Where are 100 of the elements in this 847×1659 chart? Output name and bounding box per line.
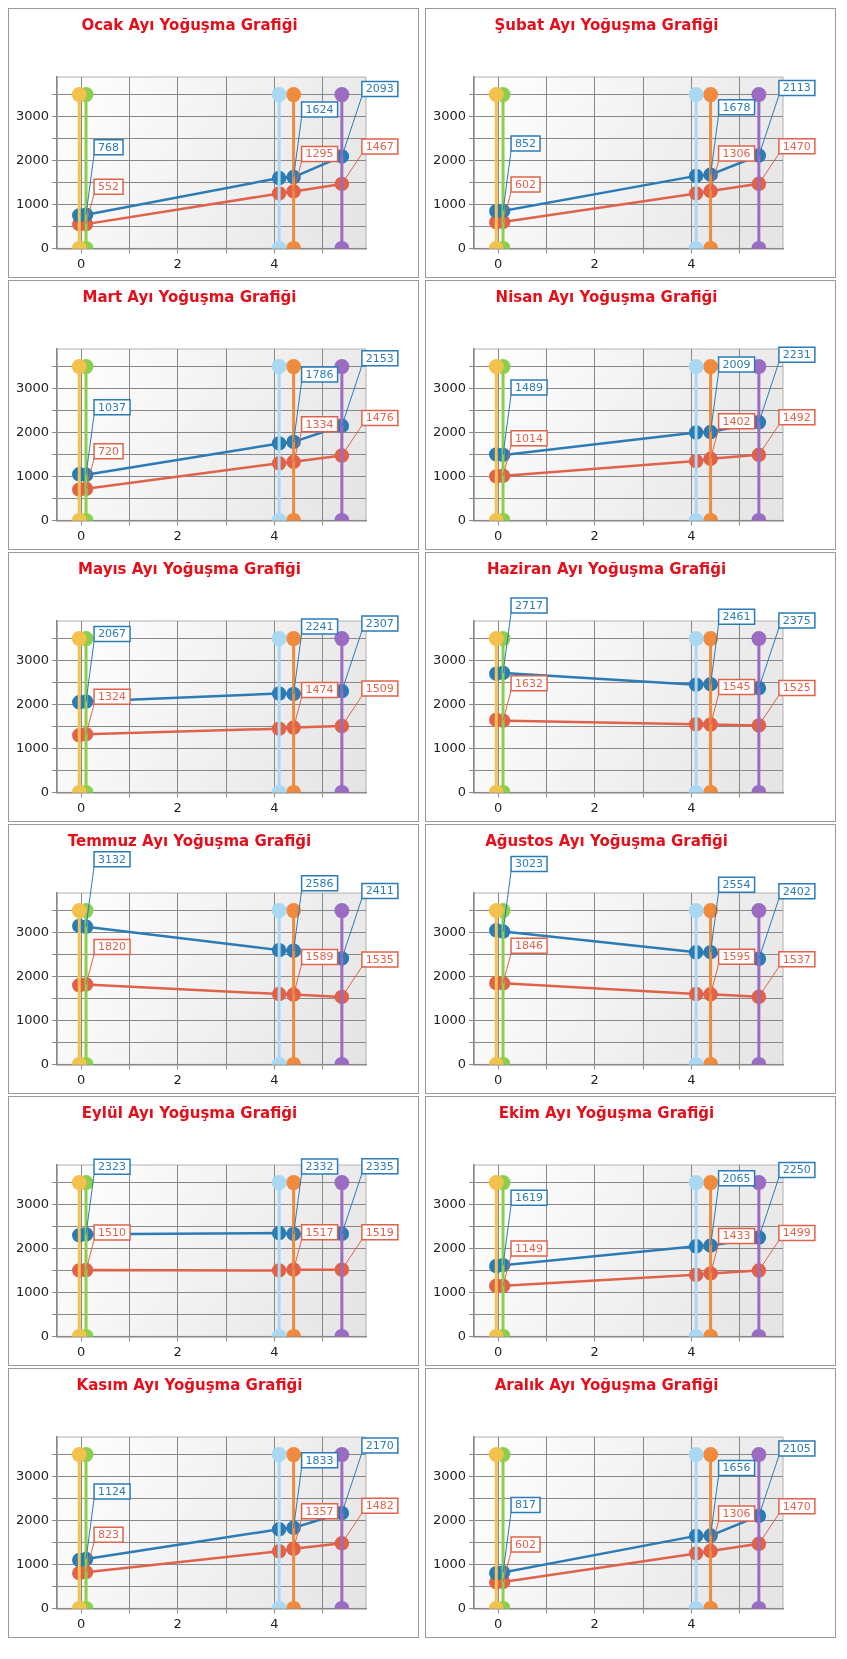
x-tick-label: 2: [590, 255, 599, 271]
y-tick-label: 1000: [15, 195, 50, 211]
data-label: 2554: [722, 878, 751, 892]
data-label: 1149: [515, 1241, 544, 1255]
y-tick-label: 0: [457, 1599, 467, 1615]
data-label: 3132: [98, 852, 127, 866]
x-tick-label: 4: [270, 1071, 279, 1087]
data-label: 1537: [782, 952, 811, 966]
y-tick-label: 2000: [432, 423, 467, 439]
y-tick-label: 1000: [15, 1011, 50, 1027]
data-label: 1656: [722, 1461, 751, 1475]
data-label: 1846: [515, 939, 544, 953]
y-tick-label: 1000: [432, 739, 467, 755]
data-label: 1474: [305, 683, 334, 697]
y-tick-label: 2000: [432, 1511, 467, 1527]
data-label: 2402: [782, 884, 811, 898]
data-label: 852: [515, 136, 537, 150]
data-label: 1499: [782, 1226, 811, 1240]
x-tick-label: 0: [77, 255, 86, 271]
data-label: 2375: [782, 613, 811, 627]
data-label: 2093: [365, 82, 394, 96]
x-tick-label: 4: [687, 1343, 696, 1359]
data-label: 1476: [365, 411, 394, 425]
data-label: 1820: [98, 940, 127, 954]
data-label: 1470: [782, 139, 811, 153]
x-tick-label: 4: [687, 1071, 696, 1087]
x-tick-label: 2: [590, 527, 599, 543]
x-tick-label: 0: [494, 1343, 503, 1359]
y-tick-label: 3000: [15, 1467, 50, 1483]
x-tick-label: 2: [173, 1343, 182, 1359]
data-label: 1324: [98, 690, 127, 704]
chart-title: Haziran Ayı Yoğuşma Grafiği: [486, 559, 727, 578]
chart-title: Mayıs Ayı Yoğuşma Grafiği: [78, 559, 301, 578]
y-tick-label: 1000: [432, 195, 467, 211]
y-tick-label: 0: [40, 1599, 50, 1615]
chart-title: Şubat Ayı Yoğuşma Grafiği: [494, 15, 719, 34]
data-label: 1519: [365, 1225, 394, 1239]
y-tick-label: 0: [40, 783, 50, 799]
x-tick-label: 4: [270, 799, 279, 815]
y-tick-label: 2000: [15, 1239, 50, 1255]
chart-title: Mart Ayı Yoğuşma Grafiği: [82, 287, 297, 306]
chart-title: Temmuz Ayı Yoğuşma Grafiği: [67, 831, 312, 850]
y-tick-label: 0: [40, 1327, 50, 1343]
x-tick-label: 2: [590, 799, 599, 815]
data-label: 1482: [365, 1499, 394, 1513]
data-label: 2113: [782, 81, 811, 95]
y-tick-label: 2000: [15, 967, 50, 983]
y-tick-label: 3000: [15, 1195, 50, 1211]
x-tick-label: 0: [77, 1615, 86, 1631]
data-label: 1833: [305, 1453, 334, 1467]
data-label: 2586: [305, 876, 334, 890]
chart-title: Ağustos Ayı Yoğuşma Grafiği: [485, 831, 728, 850]
x-tick-label: 0: [494, 1615, 503, 1631]
y-tick-label: 0: [40, 1055, 50, 1071]
data-label: 2250: [782, 1163, 811, 1177]
data-label: 1334: [305, 417, 334, 431]
x-tick-label: 2: [173, 255, 182, 271]
y-tick-label: 3000: [15, 379, 50, 395]
y-tick-label: 3000: [432, 1467, 467, 1483]
data-label: 1589: [305, 950, 334, 964]
data-label: 602: [515, 177, 537, 191]
x-tick-label: 4: [687, 255, 696, 271]
x-tick-label: 0: [77, 527, 86, 543]
x-tick-label: 4: [270, 1343, 279, 1359]
data-label: 1545: [722, 680, 751, 694]
y-tick-label: 1000: [15, 467, 50, 483]
y-tick-label: 0: [40, 239, 50, 255]
y-tick-label: 1000: [15, 1283, 50, 1299]
data-label: 1510: [98, 1225, 127, 1239]
y-tick-label: 3000: [432, 1195, 467, 1211]
data-label: 2323: [98, 1160, 127, 1174]
y-tick-label: 2000: [432, 151, 467, 167]
x-tick-label: 2: [590, 1615, 599, 1631]
data-label: 1295: [305, 147, 334, 161]
data-label: 2411: [365, 884, 394, 898]
y-tick-label: 3000: [15, 107, 50, 123]
y-tick-label: 0: [457, 1055, 467, 1071]
chart-title: Aralık Ayı Yoğuşma Grafiği: [494, 1375, 719, 1394]
y-tick-label: 1000: [432, 1011, 467, 1027]
data-label: 2335: [365, 1159, 394, 1173]
data-label: 817: [515, 1498, 537, 1512]
data-label: 2067: [98, 627, 127, 641]
y-tick-label: 0: [457, 1327, 467, 1343]
chart-title: Kasım Ayı Yoğuşma Grafiği: [76, 1375, 303, 1394]
x-tick-label: 4: [270, 1615, 279, 1631]
x-tick-label: 4: [687, 527, 696, 543]
y-tick-label: 3000: [432, 379, 467, 395]
data-label: 2461: [722, 610, 751, 624]
data-label: 1678: [722, 100, 751, 114]
y-tick-label: 2000: [432, 695, 467, 711]
x-tick-label: 2: [173, 799, 182, 815]
x-tick-label: 0: [77, 1071, 86, 1087]
data-label: 1357: [305, 1504, 334, 1518]
y-tick-label: 0: [457, 239, 467, 255]
y-tick-label: 0: [457, 783, 467, 799]
y-tick-label: 3000: [15, 923, 50, 939]
y-tick-label: 2000: [15, 1511, 50, 1527]
chart-title: Ocak Ayı Yoğuşma Grafiği: [81, 15, 298, 34]
chart-title: Eylül Ayı Yoğuşma Grafiği: [81, 1103, 298, 1122]
x-tick-label: 2: [590, 1343, 599, 1359]
